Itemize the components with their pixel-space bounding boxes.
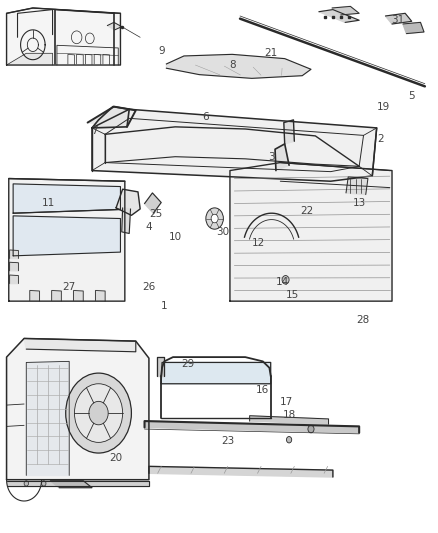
Polygon shape [161,362,271,384]
Circle shape [66,373,131,453]
Polygon shape [7,338,149,480]
Polygon shape [403,22,424,34]
Polygon shape [107,22,122,30]
Text: 3: 3 [268,152,275,162]
Circle shape [286,437,292,443]
Polygon shape [385,13,412,24]
Polygon shape [88,107,136,127]
Polygon shape [122,208,131,233]
Polygon shape [92,107,129,128]
Text: 25: 25 [150,209,163,219]
Polygon shape [92,109,377,181]
Polygon shape [116,189,140,215]
Polygon shape [13,184,120,213]
Polygon shape [10,250,18,259]
Text: 28: 28 [356,315,369,325]
Polygon shape [9,179,125,301]
Polygon shape [284,120,294,144]
Polygon shape [346,177,368,195]
Text: 12: 12 [252,238,265,247]
Polygon shape [157,357,164,376]
Text: 30: 30 [216,227,229,237]
Circle shape [206,208,223,229]
Text: 6: 6 [202,112,209,122]
Circle shape [89,401,108,425]
Circle shape [74,384,123,442]
Polygon shape [95,290,105,301]
Polygon shape [24,338,136,352]
Polygon shape [319,10,359,22]
Text: 31: 31 [391,15,404,25]
Text: 5: 5 [408,91,415,101]
Polygon shape [145,421,359,433]
Text: 7: 7 [91,126,98,135]
Polygon shape [7,53,53,65]
Text: 19: 19 [377,102,390,111]
Polygon shape [13,216,120,256]
Circle shape [282,276,289,284]
Text: 17: 17 [280,398,293,407]
Text: 8: 8 [229,60,236,70]
Text: 4: 4 [145,222,152,231]
Polygon shape [7,481,149,486]
Text: 22: 22 [300,206,313,215]
Text: 11: 11 [42,198,55,207]
Text: 27: 27 [63,282,76,292]
Circle shape [308,425,314,433]
Text: 26: 26 [142,282,155,292]
Text: 23: 23 [221,437,234,446]
Circle shape [42,481,46,486]
Text: 10: 10 [169,232,182,242]
Circle shape [211,214,218,223]
Text: 21: 21 [264,49,277,58]
Polygon shape [149,466,333,477]
Polygon shape [50,481,92,488]
Text: 13: 13 [353,198,366,207]
Text: 18: 18 [283,410,296,419]
Polygon shape [30,290,39,301]
Text: 16: 16 [256,385,269,395]
Polygon shape [52,290,61,301]
Text: 2: 2 [378,134,385,143]
Text: 15: 15 [286,290,299,300]
Text: 14: 14 [276,278,289,287]
Polygon shape [250,416,328,424]
Polygon shape [145,193,161,213]
Polygon shape [275,144,289,171]
Text: 29: 29 [182,359,195,368]
Polygon shape [10,275,18,284]
Text: 1: 1 [161,302,168,311]
Polygon shape [332,6,359,15]
Polygon shape [26,361,69,475]
Polygon shape [166,54,311,78]
Polygon shape [230,163,392,301]
Polygon shape [7,8,120,65]
Circle shape [24,481,28,486]
Text: 20: 20 [110,454,123,463]
Polygon shape [74,290,83,301]
Polygon shape [10,262,18,271]
Text: 9: 9 [159,46,166,55]
